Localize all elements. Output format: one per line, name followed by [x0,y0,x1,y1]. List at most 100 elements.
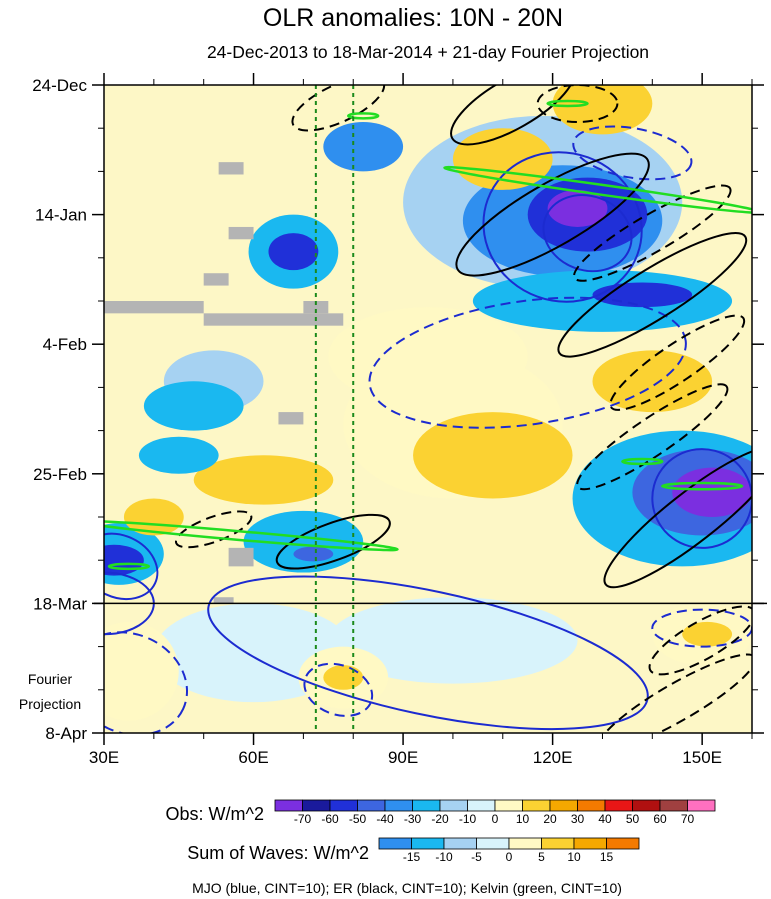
legend-tick-label: -50 [349,812,367,826]
legend-tick-label: -70 [294,812,312,826]
chart-subtitle: 24-Dec-2013 to 18-Mar-2014 + 21-day Four… [207,42,649,62]
legend-swatch [508,837,542,850]
er-contour [648,605,752,676]
y-tick-label: 18-Mar [33,594,87,613]
legend-swatch [357,799,386,812]
legend-swatch [439,799,468,812]
legend-tick-label: 10 [567,850,581,864]
anomaly-fill [243,510,364,573]
anomaly-fill [268,233,319,271]
legend-tick-label: -15 [403,850,421,864]
legend-swatch [329,799,358,812]
er-contour [174,510,253,549]
missing-data-cell [228,547,254,567]
anomaly-fill [193,455,334,505]
legend-tick-label: 15 [600,850,614,864]
legend-tick-label: -5 [471,850,482,864]
mjo-contour [104,631,189,733]
missing-data-cell [278,412,304,425]
legend-tick-label: -40 [376,812,394,826]
mjo-contour [651,448,752,549]
legend-swatch [443,837,477,850]
legend-tick-label: -10 [435,850,453,864]
legend-swatch [522,799,551,812]
kelvin-contour [104,519,399,552]
kelvin-contour [546,99,589,108]
missing-data-cell [218,162,244,175]
anomaly-fill [672,467,752,517]
anomaly-fill [323,665,364,690]
er-contour [450,85,576,146]
mjo-contour [572,125,693,181]
mjo-contour [368,296,687,429]
legend-swatch [467,799,496,812]
x-axis: 30E 60E 90E 120E 150E [89,73,753,767]
missing-data-cell [104,301,204,314]
mjo-contour [542,194,633,273]
y-tick-label: 24-Dec [32,76,87,95]
legend-label: Sum of Waves: W/m^2 [187,843,369,863]
x-tick-label: 90E [388,748,418,767]
waves-legend: Sum of Waves: W/m^2 -15 -10 -5 0 5 10 15 [187,837,640,864]
legend-tick-label: 0 [506,850,513,864]
missing-data-cells [104,162,344,604]
legend-tick-label: 30 [571,812,585,826]
anomaly-fill [143,381,244,431]
plot-frame [103,84,753,734]
mjo-contour [651,608,752,648]
legend-tick-label: 60 [653,812,667,826]
legend-tick-label: -30 [404,812,422,826]
kelvin-contour [107,562,151,571]
x-tick-label: 150E [682,748,722,767]
legend-swatch [412,799,441,812]
legend-swatch [541,837,575,850]
legend-swatch [378,837,412,850]
legend-swatch [632,799,661,812]
anomaly-fill [328,307,528,406]
legend-swatch [604,799,633,812]
missing-data-cell [203,273,229,286]
legend-swatch [606,837,640,850]
kelvin-contour [346,112,380,120]
legend-swatch [494,799,523,812]
y-tick-label: 8-Apr [45,724,87,743]
legend-footer: MJO (blue, CINT=10); ER (black, CINT=10)… [192,880,622,896]
missing-data-cell [303,301,329,314]
er-contour [603,445,752,589]
anomaly-fill [104,621,179,721]
mjo-contour [104,532,159,601]
er-contour [557,232,748,358]
anomaly-fill [104,544,144,576]
legend-tick-label: 5 [538,850,545,864]
legend-label: Obs: W/m^2 [166,804,264,824]
kelvin-contour [443,165,752,214]
legend-swatch [384,799,413,812]
x-tick-label: 30E [89,748,119,767]
projection-label-line2: Projection [19,696,81,712]
obs-legend: Obs: W/m^2 -70 -60 -50 -40 -30 -20 -10 0 10 20 30 40… [166,799,716,826]
plot-area [104,85,752,733]
kelvin-contour [621,457,664,466]
missing-data-cell [213,597,234,604]
y-tick-label: 25-Feb [33,465,87,484]
y-axis: 24-Dec 14-Jan 4-Feb 25-Feb 18-Mar 8-Apr [32,76,767,743]
er-contour [609,314,746,411]
legend-swatch [476,837,510,850]
anomaly-fill [592,350,713,413]
x-tick-label: 120E [533,748,573,767]
er-contour [536,85,619,124]
legend-swatch [549,799,578,812]
legend-tick-label: -10 [459,812,477,826]
obs-anomaly-fills [104,85,752,721]
y-tick-label: 14-Jan [35,206,87,225]
legend-swatch [573,837,607,850]
missing-data-cell [228,226,254,240]
kelvin-contour [661,481,744,491]
er-contour [275,513,391,570]
anomaly-fill [552,85,653,135]
legend-swatch [411,837,445,850]
anomaly-fill [328,597,578,684]
legend-swatch [687,799,716,812]
missing-data-cell [203,313,344,326]
